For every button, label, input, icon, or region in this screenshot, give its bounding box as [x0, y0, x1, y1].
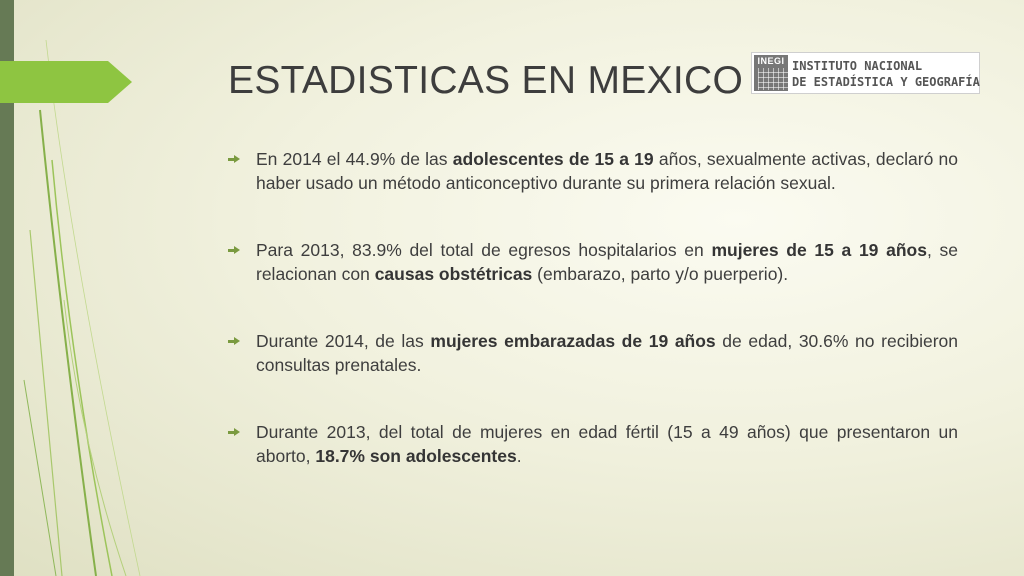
bullet-text: En 2014 el 44.9% de las: [256, 149, 453, 169]
bullet-item: Durante 2014, de las mujeres embarazadas…: [228, 330, 958, 377]
bullet-text: (embarazo, parto y/o puerperio).: [532, 263, 789, 284]
inegi-logo-text: INSTITUTO NACIONAL DE ESTADÍSTICA Y GEOG…: [792, 58, 980, 90]
arrow-right-icon: [228, 246, 240, 254]
bullet-text-bold: mujeres embarazadas de 19 años: [430, 331, 716, 351]
bullet-text: años, sexualmente activas, declaró no ha…: [256, 149, 958, 193]
bullet-text: Durante 2014, de las: [256, 331, 431, 351]
inegi-logo-mark-text: INEGI: [757, 56, 785, 66]
slide-title: ESTADISTICAS EN MEXICO: [228, 59, 744, 102]
inegi-logo-line1: INSTITUTO NACIONAL: [792, 59, 923, 73]
inegi-logo-line2: DE ESTADÍSTICA Y GEOGRAFÍA: [792, 75, 980, 89]
arrow-right-icon: [228, 337, 240, 345]
arrow-right-icon: [228, 155, 240, 163]
bullet-text-bold: 18.7% son adolescentes: [315, 445, 517, 466]
bullet-text-bold: adolescentes de 15 a 19: [452, 149, 654, 169]
arrow-right-icon: [228, 428, 240, 436]
inegi-logo-grid: [758, 68, 788, 90]
title-accent-bar: [0, 61, 108, 103]
inegi-logo-mark: INEGI: [754, 55, 788, 91]
bullet-text: Para 2013, 83.9% del total de egresos ho…: [256, 240, 712, 260]
bullet-text-bold: mujeres de 15 a 19 años: [711, 240, 927, 260]
bullet-text: de edad, 30.6% no recibieron consultas p…: [256, 331, 958, 375]
bullet-text: , se relacionan con: [256, 240, 958, 284]
bullet-text-bold: causas obstétricas: [374, 263, 533, 284]
bullet-text: Durante 2013, del total de mujeres en ed…: [256, 422, 958, 466]
left-accent-bar: [0, 0, 14, 576]
bullet-item: En 2014 el 44.9% de las adolescentes de …: [228, 148, 958, 195]
bullet-item: Para 2013, 83.9% del total de egresos ho…: [228, 239, 958, 286]
title-accent-arrow: [108, 61, 132, 103]
bullet-list: En 2014 el 44.9% de las adolescentes de …: [228, 148, 958, 512]
decorative-lines: [23, 39, 141, 576]
bullet-text: .: [516, 445, 522, 466]
inegi-logo: INEGI INSTITUTO NACIONAL DE ESTADÍSTICA …: [751, 52, 980, 94]
bullet-item: Durante 2013, del total de mujeres en ed…: [228, 421, 958, 468]
